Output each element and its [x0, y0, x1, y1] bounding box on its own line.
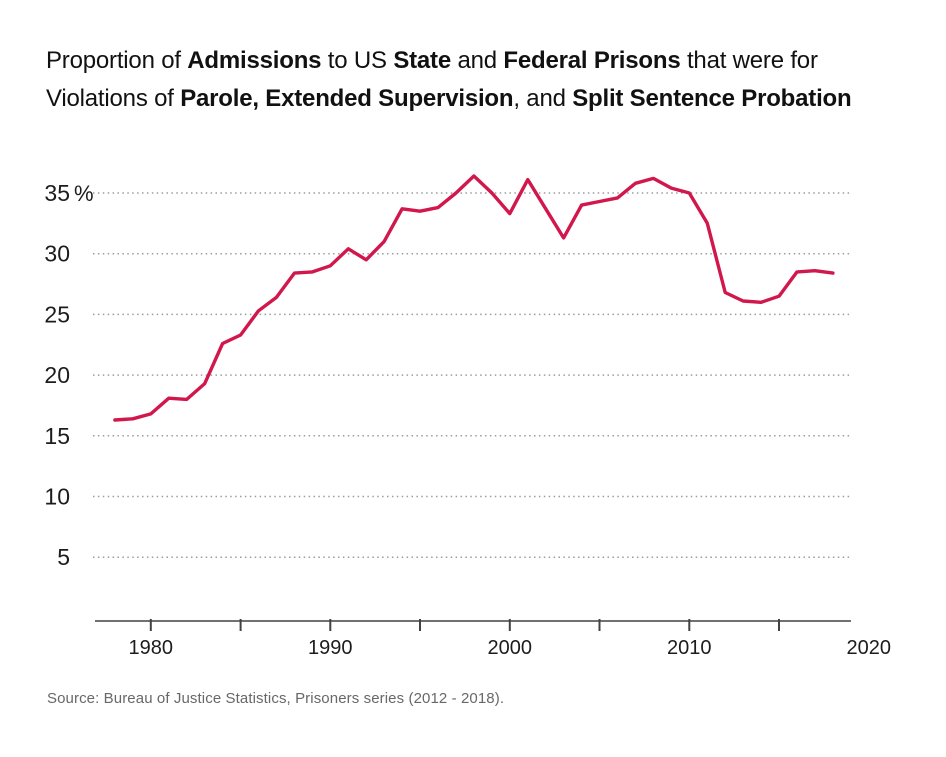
title-segment: Proportion of [46, 47, 188, 74]
y-tick-label: 20 [44, 362, 70, 388]
y-tick-label: 10 [44, 484, 70, 510]
y-tick-label: 30 [44, 241, 70, 267]
source-note: Source: Bureau of Justice Statistics, Pr… [47, 690, 505, 707]
title-segment: Parole, Extended Supervision [180, 85, 514, 112]
y-tick-label: 35 [44, 180, 70, 206]
title-segment: to US [321, 47, 394, 74]
data-line-series [113, 174, 835, 422]
x-tick-label: 2000 [488, 637, 533, 659]
x-tick-label: 1990 [308, 637, 353, 659]
title-segment: , and [513, 85, 573, 112]
x-tick-label: 1980 [129, 637, 174, 659]
title-line: Violations of Parole, Extended Supervisi… [46, 80, 852, 118]
page-title: Proportion of Admissions to US State and… [46, 42, 852, 118]
title-line: Proportion of Admissions to US State and… [46, 42, 851, 80]
y-tick-label: 5 [57, 544, 70, 570]
title-segment: Admissions [187, 47, 322, 74]
x-tick-label: 2020 [847, 637, 892, 659]
title-segment: and [451, 47, 504, 74]
title-segment: Split Sentence Probation [572, 85, 852, 112]
title-segment: Violations of [46, 85, 181, 112]
y-tick-label: 25 [44, 301, 70, 327]
title-segment: Federal Prisons [503, 47, 681, 74]
y-tick-label: 15 [44, 423, 70, 449]
title-segment: that were for [680, 47, 818, 74]
title-segment: State [393, 47, 452, 74]
x-tick-label: 2010 [667, 637, 712, 659]
y-axis-percent-label: % [74, 181, 94, 206]
